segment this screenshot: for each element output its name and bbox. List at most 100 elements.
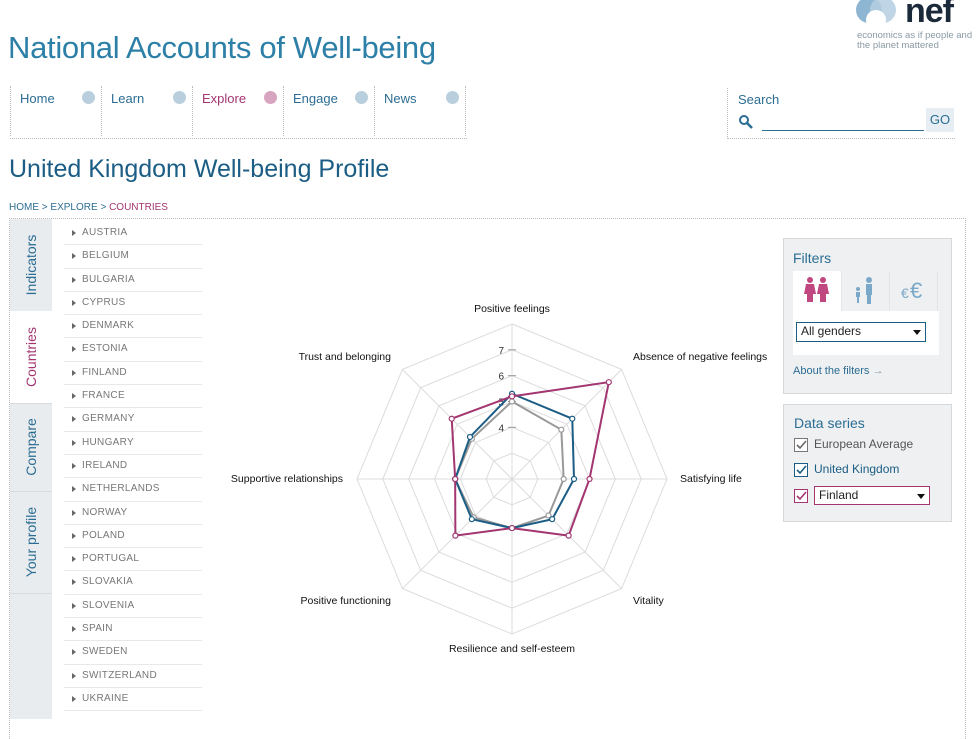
logo-name: nef: [905, 0, 954, 30]
checkmark-icon: [796, 465, 807, 475]
nav-engage[interactable]: Engage: [283, 86, 374, 136]
checkbox-united-kingdom[interactable]: [794, 463, 808, 477]
vertical-tabs: Indicators Countries Compare Your profil…: [10, 219, 52, 719]
breadcrumb-explore[interactable]: EXPLORE: [50, 202, 98, 213]
search-label: Search: [738, 92, 780, 107]
radar-chart: 4 5 6 7 Positive feelings Absence of negative…: [231, 303, 767, 655]
tick-label: 7: [498, 346, 504, 357]
breadcrumb-current: COUNTRIES: [109, 202, 168, 213]
country-item[interactable]: DENMARK: [64, 315, 202, 339]
svg-text:€: €: [910, 278, 922, 303]
checkbox-european-average[interactable]: [794, 438, 808, 452]
nav-label: Engage: [293, 91, 338, 106]
breadcrumb: HOME > EXPLORE > COUNTRIES: [9, 202, 168, 213]
data-series-title: Data series: [794, 415, 865, 431]
country-select[interactable]: Finland: [814, 486, 930, 505]
content-frame: [9, 218, 966, 739]
country-item[interactable]: PORTUGAL: [64, 548, 202, 572]
nav-home[interactable]: Home: [10, 86, 101, 136]
data-point: [466, 433, 474, 441]
age-icon: [856, 277, 872, 304]
nav-dot-icon: [173, 91, 186, 104]
data-point: [549, 516, 556, 523]
logo-tagline: economics as if people and the planet ma…: [857, 30, 973, 51]
country-item[interactable]: SWEDEN: [64, 641, 202, 665]
country-item[interactable]: IRELAND: [64, 455, 202, 479]
axis-label: Vitality: [633, 595, 664, 607]
country-item[interactable]: SLOVAKIA: [64, 571, 202, 595]
chevron-down-icon: [913, 330, 921, 335]
nef-logo[interactable]: nef economics as if people and the plane…: [855, 0, 972, 56]
breadcrumb-separator: >: [41, 202, 48, 213]
gender-icon: [804, 277, 829, 302]
tab-your-profile[interactable]: Your profile: [10, 491, 52, 594]
income-icon: € €: [901, 278, 922, 303]
country-list: AUSTRIA BELGIUM BULGARIA CYPRUS DENMARK …: [64, 222, 202, 712]
country-item[interactable]: CYPRUS: [64, 292, 202, 316]
country-item[interactable]: ESTONIA: [64, 338, 202, 362]
nav-dot-icon: [355, 91, 368, 104]
country-item[interactable]: FINLAND: [64, 362, 202, 386]
go-button[interactable]: GO: [926, 108, 954, 132]
tab-label: Indicators: [23, 234, 39, 296]
axis-line: [402, 369, 513, 480]
tab-label: Your profile: [23, 506, 39, 578]
nav-learn[interactable]: Learn: [101, 86, 192, 136]
data-point: [545, 512, 552, 519]
gender-select[interactable]: All genders: [796, 322, 926, 342]
axis-line: [511, 369, 622, 480]
nav-explore[interactable]: Explore: [192, 86, 283, 136]
logo-circles-icon: [856, 0, 896, 28]
nav-label: Learn: [111, 91, 145, 106]
data-point: [508, 524, 516, 532]
axis-label: Absence of negative feelings: [633, 351, 767, 363]
tab-label: Compare: [23, 418, 39, 476]
tick-label: 6: [498, 372, 504, 383]
country-item[interactable]: FRANCE: [64, 385, 202, 409]
series-label: United Kingdom: [814, 462, 900, 476]
country-item[interactable]: SLOVENIA: [64, 595, 202, 619]
data-point: [452, 532, 459, 539]
filter-tab-age[interactable]: [841, 271, 890, 311]
checkbox-finland[interactable]: [794, 489, 808, 503]
svg-text:€: €: [901, 285, 909, 301]
search-input[interactable]: [762, 114, 924, 131]
nav-dot-icon: [446, 91, 459, 104]
data-point: [570, 475, 578, 483]
country-item[interactable]: SWITZERLAND: [64, 665, 202, 688]
tick-label: 4: [498, 423, 504, 434]
nav-label: Home: [20, 91, 55, 106]
search-box: Search GO: [727, 88, 955, 139]
data-point: [605, 379, 612, 386]
country-item[interactable]: SPAIN: [64, 618, 202, 642]
filter-tab-gender[interactable]: [793, 271, 842, 311]
data-point: [569, 415, 576, 422]
tab-compare[interactable]: Compare: [10, 403, 52, 492]
breadcrumb-home[interactable]: HOME: [9, 202, 39, 213]
country-item[interactable]: BELGIUM: [64, 245, 202, 269]
data-point: [558, 426, 565, 433]
axis-label: Satisfying life: [680, 473, 742, 485]
nav-news[interactable]: News: [374, 86, 465, 136]
country-item[interactable]: HUNGARY: [64, 432, 202, 455]
site-title: National Accounts of Well-being: [8, 30, 436, 65]
country-item[interactable]: BULGARIA: [64, 269, 202, 292]
filter-tab-income[interactable]: € €: [889, 271, 938, 311]
breadcrumb-separator: >: [100, 202, 107, 213]
series-label: European Average: [814, 437, 914, 451]
filters-panel: Filters € € All genders About the filter…: [783, 238, 952, 394]
country-item[interactable]: NETHERLANDS: [64, 478, 202, 502]
country-item[interactable]: NORWAY: [64, 502, 202, 525]
about-filters-link[interactable]: About the filters →: [793, 365, 884, 377]
axis-label: Positive feelings: [474, 303, 550, 315]
main-nav: Home Learn Explore Engage News: [10, 86, 467, 139]
tab-countries[interactable]: Countries: [10, 311, 52, 404]
country-item[interactable]: GERMANY: [64, 408, 202, 432]
country-item[interactable]: UKRAINE: [64, 688, 202, 712]
country-item[interactable]: AUSTRIA: [64, 222, 202, 246]
country-item[interactable]: POLAND: [64, 525, 202, 549]
tab-indicators[interactable]: Indicators: [10, 219, 52, 312]
data-point: [508, 393, 516, 400]
axis-label: Positive functioning: [301, 595, 392, 607]
axis-label: Trust and belonging: [299, 351, 392, 363]
